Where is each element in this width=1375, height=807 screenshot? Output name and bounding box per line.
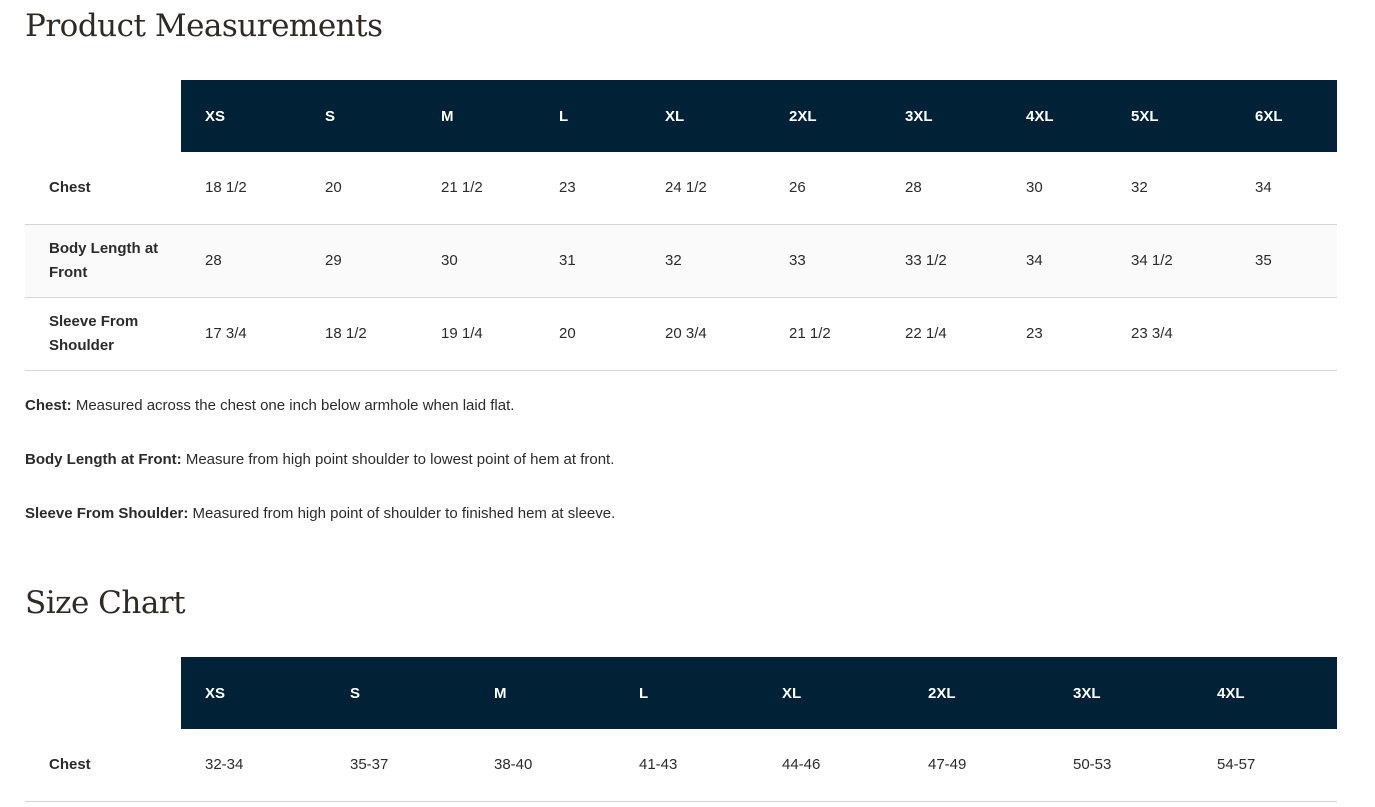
measurement-cell: 21 1/2: [417, 152, 535, 225]
table-row: Chest 32-34 35-37 38-40 41-43 44-46 47-49 50-53…: [25, 729, 1337, 802]
size-header-3xl: 3XL: [1049, 657, 1193, 729]
measurement-cell: 22 1/4: [881, 297, 1002, 371]
measurement-cell: 35: [1231, 224, 1337, 298]
measurement-cell: 41-43: [615, 729, 758, 802]
note-term: Body Length at Front:: [25, 451, 182, 468]
measurement-cell: 28: [181, 224, 301, 298]
size-header-s: S: [301, 80, 417, 152]
size-header-6xl: 6XL: [1231, 80, 1337, 152]
measurement-cell: 23: [1002, 297, 1107, 371]
measurement-cell: 26: [765, 152, 881, 225]
size-header-xl: XL: [758, 657, 904, 729]
measurement-cell: 44-46: [758, 729, 904, 802]
row-label: Sleeve From Shoulder: [25, 297, 181, 371]
size-header-l: L: [535, 80, 641, 152]
note-term: Chest:: [25, 397, 72, 414]
product-measurements-title: Product Measurements: [25, 8, 383, 44]
size-header-m: M: [417, 80, 535, 152]
measurement-cell: 38-40: [470, 729, 615, 802]
measurement-cell: [1231, 297, 1337, 371]
note-text: Measured across the chest one inch below…: [71, 397, 515, 414]
blank-header-cell: [25, 80, 181, 152]
size-chart-table: XS S M L XL 2XL 3XL 4XL Chest 32-34 35-37 38-40 41-4…: [25, 657, 1337, 802]
note-term: Sleeve From Shoulder:: [25, 505, 189, 522]
note-text: Measure from high point shoulder to lowe…: [181, 451, 615, 468]
measurement-cell: 30: [417, 224, 535, 298]
measurement-cell: 34: [1002, 224, 1107, 298]
row-label: Chest: [25, 729, 181, 802]
measurement-cell: 23: [535, 152, 641, 225]
measurement-cell: 32: [1107, 152, 1231, 225]
measurement-note: Chest: Measured across the chest one inc…: [25, 397, 514, 414]
size-header-s: S: [326, 657, 470, 729]
size-header-xs: XS: [181, 80, 301, 152]
measurement-cell: 50-53: [1049, 729, 1193, 802]
measurement-cell: 29: [301, 224, 417, 298]
size-header-row: XS S M L XL 2XL 3XL 4XL: [25, 657, 1337, 729]
measurement-cell: 47-49: [904, 729, 1049, 802]
size-chart-title: Size Chart: [25, 585, 186, 621]
size-header-4xl: 4XL: [1002, 80, 1107, 152]
measurement-cell: 35-37: [326, 729, 470, 802]
measurement-cell: 34 1/2: [1107, 224, 1231, 298]
measurement-cell: 21 1/2: [765, 297, 881, 371]
note-text: Measured from high point of shoulder to …: [188, 505, 616, 522]
row-label: Body Length at Front: [25, 224, 181, 298]
measurement-cell: 20 3/4: [641, 297, 765, 371]
row-label: Chest: [25, 152, 181, 225]
measurement-cell: 33: [765, 224, 881, 298]
size-header-3xl: 3XL: [881, 80, 1002, 152]
measurement-cell: 23 3/4: [1107, 297, 1231, 371]
measurement-cell: 54-57: [1193, 729, 1337, 802]
measurement-cell: 20: [301, 152, 417, 225]
measurement-cell: 17 3/4: [181, 297, 301, 371]
size-header-2xl: 2XL: [904, 657, 1049, 729]
measurement-cell: 33 1/2: [881, 224, 1002, 298]
measurement-cell: 19 1/4: [417, 297, 535, 371]
product-measurements-table: XS S M L XL 2XL 3XL 4XL 5XL 6XL Chest 18 1/2 20 21 1/…: [25, 80, 1337, 371]
measurement-cell: 34: [1231, 152, 1337, 225]
measurement-note: Body Length at Front: Measure from high …: [25, 451, 614, 468]
measurement-cell: 31: [535, 224, 641, 298]
measurement-note: Sleeve From Shoulder: Measured from high…: [25, 505, 615, 522]
blank-header-cell: [25, 657, 181, 729]
table-row: Chest 18 1/2 20 21 1/2 23 24 1/2 26 28 30 32 34: [25, 152, 1337, 225]
measurement-cell: 20: [535, 297, 641, 371]
size-header-l: L: [615, 657, 758, 729]
size-header-4xl: 4XL: [1193, 657, 1337, 729]
size-header-5xl: 5XL: [1107, 80, 1231, 152]
measurement-cell: 28: [881, 152, 1002, 225]
table-row: Body Length at Front 28 29 30 31 32 33 33 1/2 34…: [25, 224, 1337, 298]
size-header-2xl: 2XL: [765, 80, 881, 152]
measurement-cell: 30: [1002, 152, 1107, 225]
measurement-cell: 32-34: [181, 729, 326, 802]
measurement-cell: 18 1/2: [301, 297, 417, 371]
size-header-xs: XS: [181, 657, 326, 729]
measurement-cell: 24 1/2: [641, 152, 765, 225]
size-header-row: XS S M L XL 2XL 3XL 4XL 5XL 6XL: [25, 80, 1337, 152]
size-header-m: M: [470, 657, 615, 729]
measurement-cell: 32: [641, 224, 765, 298]
table-row: Sleeve From Shoulder 17 3/4 18 1/2 19 1/4 20…: [25, 297, 1337, 371]
size-header-xl: XL: [641, 80, 765, 152]
measurement-cell: 18 1/2: [181, 152, 301, 225]
